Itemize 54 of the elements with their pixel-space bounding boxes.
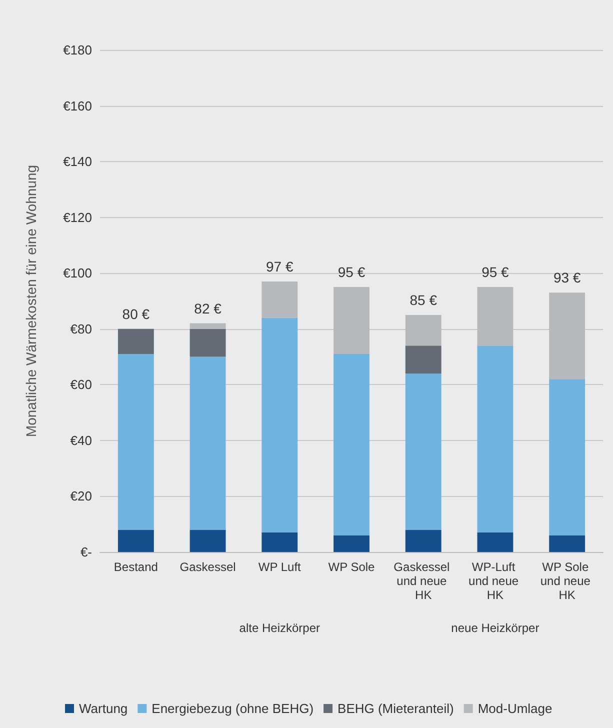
y-tick-label: €- [80, 544, 92, 560]
y-tick-label: €160 [63, 98, 92, 114]
bar [334, 535, 370, 552]
bar [549, 379, 586, 536]
y-tick-label: €140 [63, 154, 92, 170]
legend-label: Wartung [79, 701, 128, 716]
y-tick-label: €80 [70, 321, 92, 336]
bar [262, 318, 298, 532]
total-label: 95 € [482, 264, 510, 280]
total-label: 95 € [338, 264, 366, 280]
total-label: 80 € [122, 306, 150, 322]
total-label: 82 € [194, 300, 222, 316]
y-tick-label: €120 [63, 210, 92, 225]
y-tick-label: €180 [63, 42, 92, 58]
bar [405, 314, 442, 346]
x-tick-label: Gaskessel [180, 560, 236, 574]
bar [549, 292, 586, 380]
bar [118, 354, 154, 530]
y-tick-label: €100 [63, 266, 92, 281]
bar [118, 530, 154, 552]
bar [118, 328, 154, 354]
bar [549, 535, 586, 552]
bar [190, 323, 226, 329]
text: neue Heizkörper [451, 621, 540, 635]
bar [405, 346, 442, 374]
total-label: 93 € [553, 270, 581, 286]
total-label: 97 € [266, 258, 294, 274]
bar [477, 346, 514, 532]
total-label: 85 € [410, 292, 438, 308]
bar [405, 530, 442, 552]
x-tick-label: Gaskessel und neue HK [394, 560, 454, 602]
y-tick-label: €20 [70, 488, 92, 504]
bar [190, 328, 226, 357]
bar [477, 532, 514, 552]
x-tick-label: WP-Luft und neue HK [468, 560, 522, 602]
x-tick-label: Bestand [114, 560, 158, 574]
y-tick-label: €40 [70, 432, 92, 448]
bar [477, 287, 514, 346]
x-tick-label: WP Luft [258, 560, 302, 574]
bar [190, 530, 226, 552]
text: alte Heizkörper [239, 621, 320, 635]
bar [262, 281, 298, 318]
bar [405, 374, 442, 530]
legend-label: BEHG (Mieteranteil) [338, 701, 454, 716]
x-tick-label: WP Sole und neue HK [540, 560, 594, 602]
bar [334, 287, 370, 354]
y-axis-title: Monatliche Wärmekosten für eine Wohnung [23, 164, 39, 438]
bar [262, 532, 298, 552]
legend-label: Mod-Umlage [478, 701, 552, 716]
x-tick-label: WP Sole [328, 560, 376, 574]
y-tick-label: €60 [70, 377, 92, 392]
legend-label: Energiebezug (ohne BEHG) [152, 701, 314, 716]
bar [190, 356, 226, 530]
bar [334, 354, 370, 536]
